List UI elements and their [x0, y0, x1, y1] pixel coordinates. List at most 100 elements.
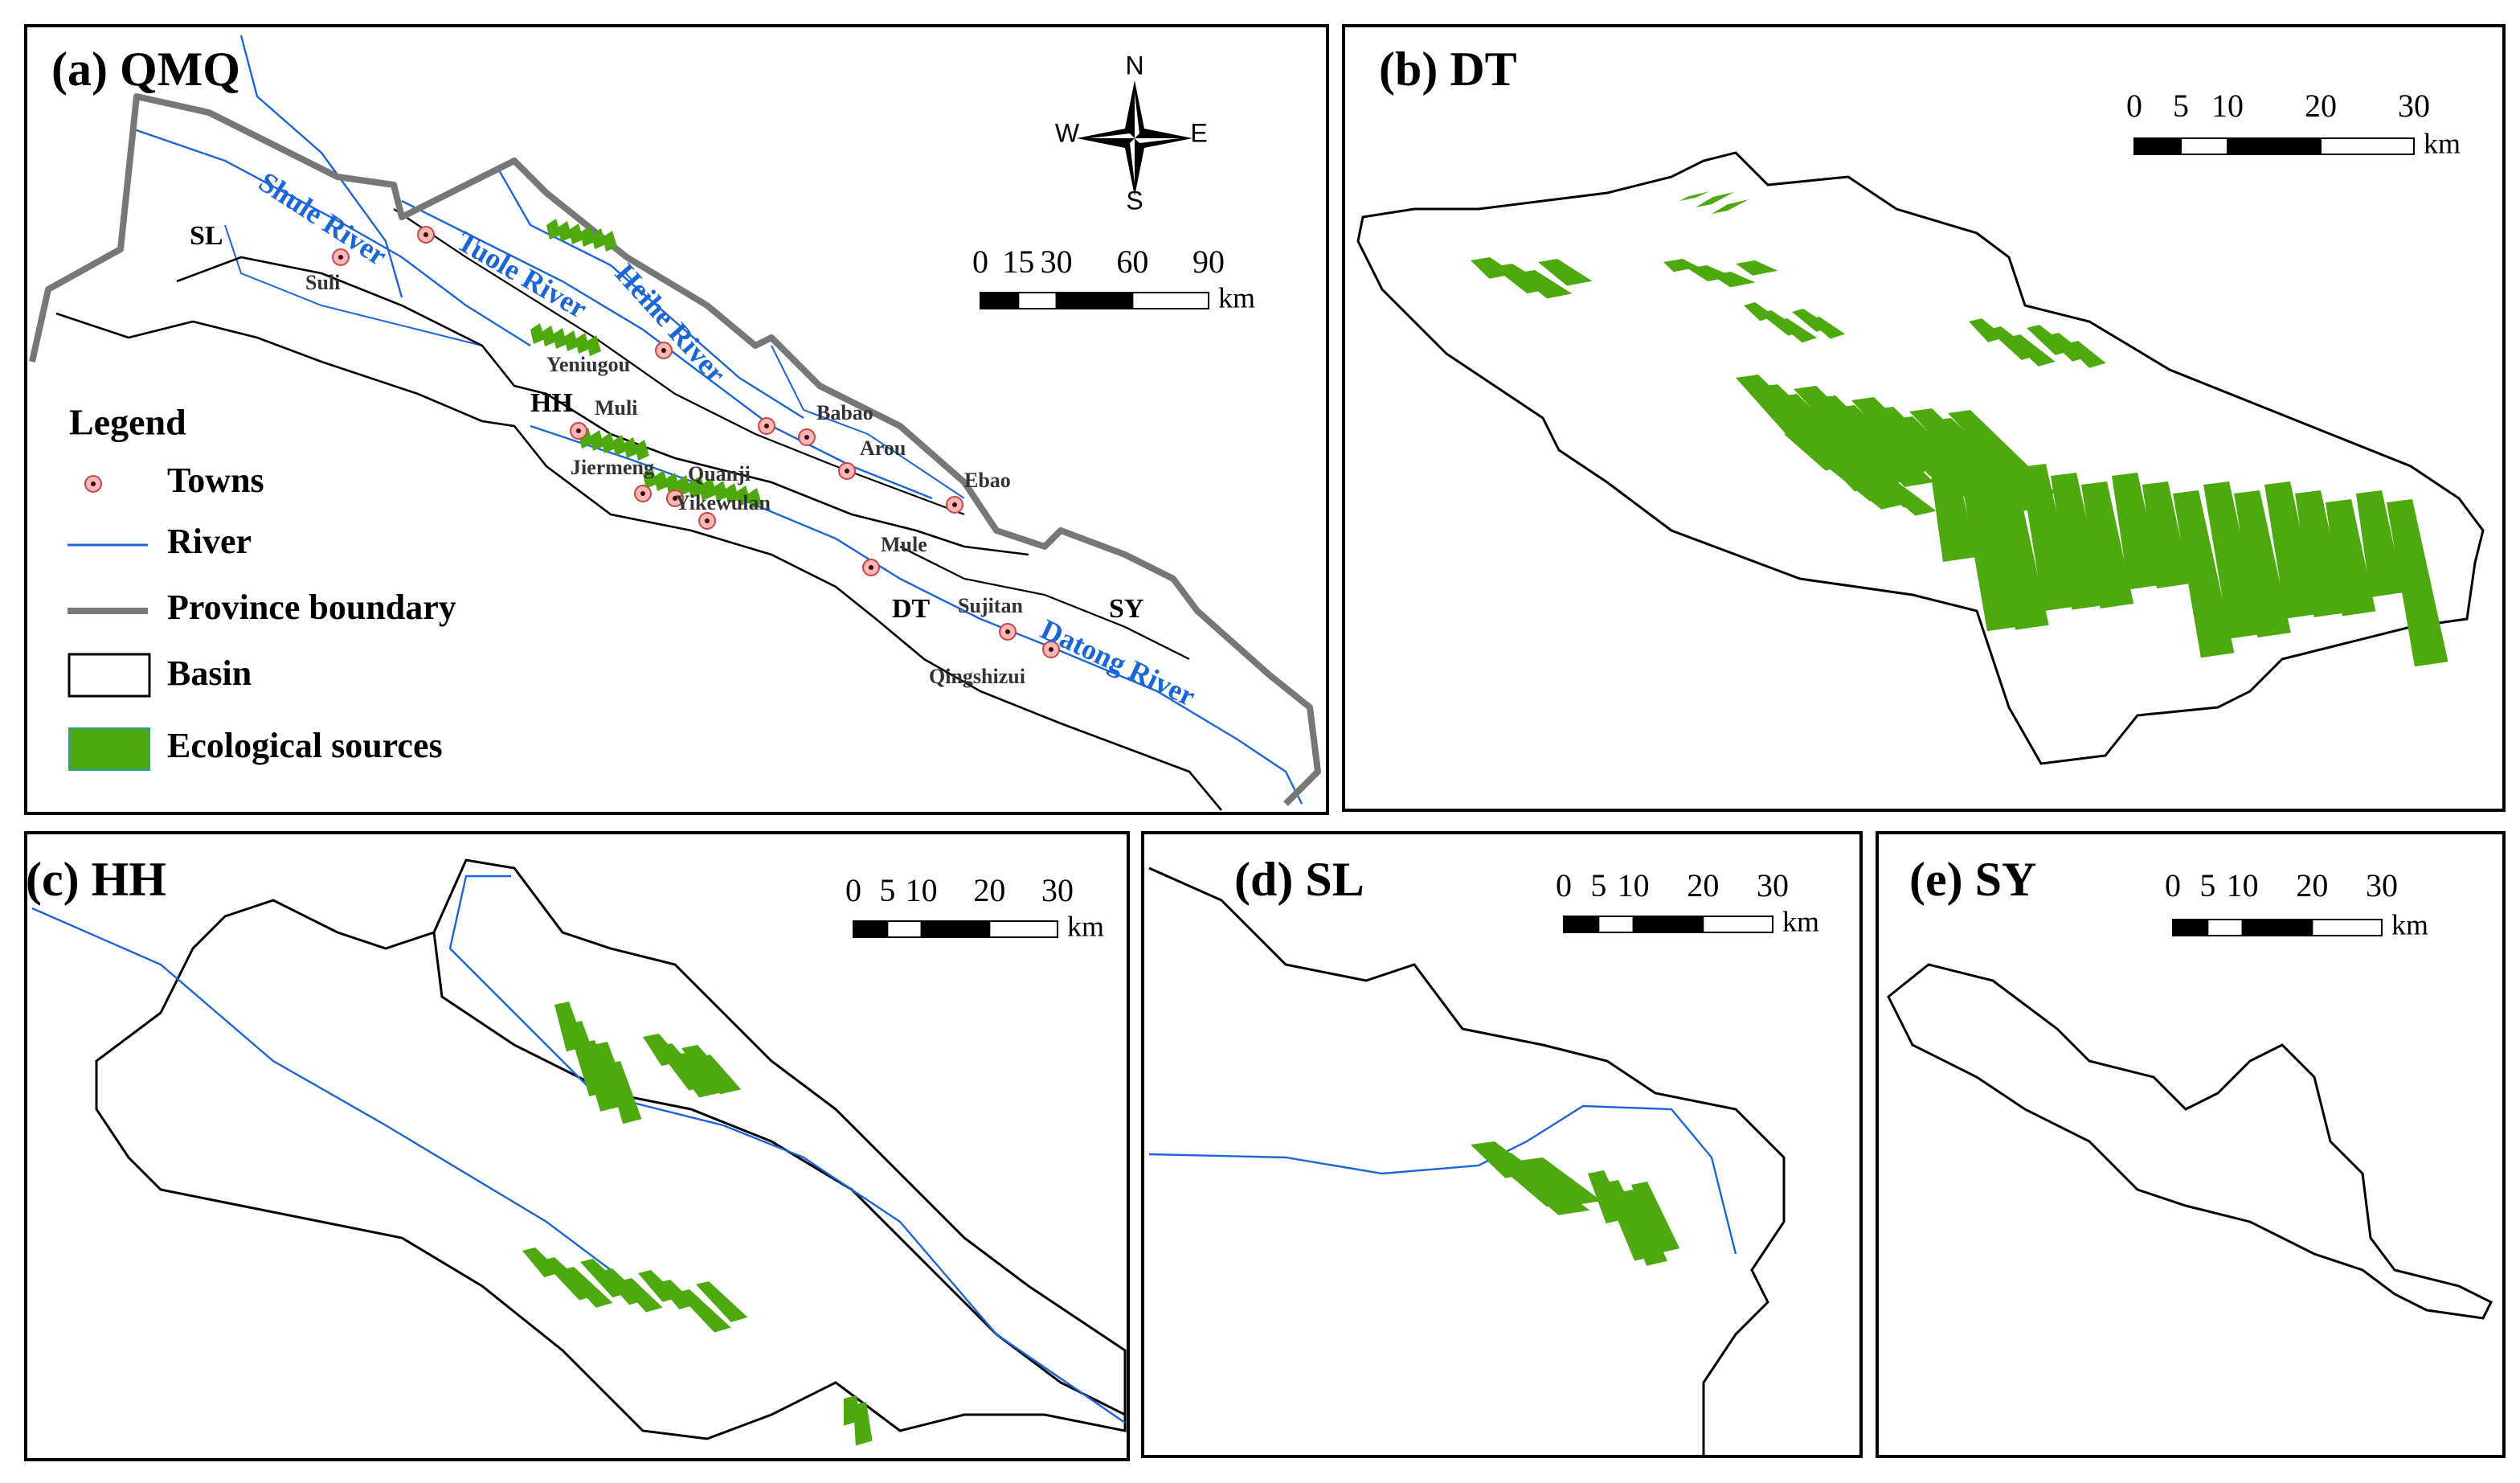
town-label: Ebao — [964, 469, 1011, 492]
region-label: SL — [190, 221, 223, 251]
town-label: Arou — [860, 436, 906, 460]
river — [239, 35, 403, 298]
ecological-source — [2295, 490, 2348, 618]
town-label: Qingshizui — [929, 665, 1025, 688]
ecological-source — [1712, 272, 1756, 288]
ecological-source — [1516, 270, 1573, 299]
ecological-source — [1631, 1182, 1680, 1254]
scale-label: 20 — [973, 872, 1005, 908]
ecological-source — [669, 1053, 721, 1098]
scale-label: 60 — [1116, 244, 1148, 280]
province-boundary — [29, 93, 1321, 806]
ecological-source — [714, 481, 728, 502]
compass-label: N — [1125, 51, 1143, 80]
legend-symbol — [91, 481, 96, 486]
town-marker — [1005, 629, 1010, 634]
ecological-source — [2065, 341, 2106, 368]
scale-segment — [2207, 919, 2244, 936]
legend-symbol — [68, 727, 150, 771]
legend-title: Legend — [69, 402, 186, 443]
ecological-source — [564, 330, 579, 351]
ecological-source — [590, 430, 604, 451]
ecological-source — [619, 1278, 663, 1313]
ecological-source — [601, 432, 616, 453]
ecological-source — [677, 475, 691, 496]
legend-label: Ecological sources — [167, 726, 443, 765]
scale-label: 20 — [1687, 867, 1719, 903]
basin — [95, 858, 1127, 1440]
scale-label: 5 — [1590, 867, 1606, 903]
scale-label: 90 — [1192, 244, 1225, 280]
river — [497, 168, 804, 420]
ecological-source — [1832, 405, 1934, 487]
ecological-source — [530, 323, 545, 344]
ecological-source — [591, 228, 606, 249]
scale-label: 0 — [1556, 867, 1572, 903]
scale-segment — [2133, 137, 2182, 155]
scale-label: 0 — [2126, 88, 2142, 124]
town-label: Yikewulan — [675, 491, 771, 514]
river — [31, 907, 612, 1271]
town-marker — [423, 232, 428, 237]
panel-frame — [24, 24, 1329, 815]
panel-frame — [1876, 831, 2506, 1458]
ecological-source — [2234, 490, 2291, 638]
scale-unit: km — [2424, 127, 2461, 159]
ecological-source — [635, 440, 649, 461]
ecological-source — [558, 221, 572, 242]
ecological-source — [612, 435, 627, 456]
scale-unit: km — [1067, 910, 1104, 942]
town-marker — [869, 565, 873, 570]
scale-segment — [886, 920, 922, 938]
ecological-source — [1736, 260, 1778, 276]
ecological-source — [2173, 490, 2235, 658]
scale-segment — [1131, 292, 1210, 309]
river — [224, 224, 483, 346]
ecological-source — [665, 473, 680, 494]
ecological-source — [1929, 455, 1977, 562]
town-marker — [804, 435, 809, 440]
ecological-source — [2081, 481, 2134, 609]
ecological-source — [736, 485, 751, 506]
panel-title: (b) DT — [1379, 43, 1517, 96]
town-marker — [673, 496, 677, 501]
town-label: Jiermeng — [571, 456, 654, 479]
ecological-source — [2356, 490, 2404, 597]
town-label: Yeniugou — [546, 353, 630, 376]
scale-label: 30 — [2398, 88, 2430, 124]
scale-unit: km — [2391, 908, 2428, 940]
ecological-source — [575, 333, 590, 354]
river — [401, 199, 933, 500]
scale-label: 30 — [1041, 872, 1074, 908]
ecological-source — [1696, 191, 1734, 207]
town-label: Sujitan — [958, 594, 1023, 617]
river — [448, 875, 1126, 1424]
scale-label: 10 — [1618, 867, 1650, 903]
scale-label: 0 — [972, 244, 988, 280]
town-marker — [845, 469, 849, 473]
town-marker — [640, 491, 645, 496]
compass-label: E — [1190, 118, 1207, 147]
ecological-source — [1816, 453, 1903, 510]
town-label: Suli — [305, 271, 340, 294]
scale-label: 0 — [845, 872, 861, 908]
ecological-source — [853, 1402, 873, 1446]
town-marker — [576, 428, 581, 433]
ecological-source — [2007, 334, 2056, 367]
scale-segment — [1702, 916, 1773, 933]
scale-label: 30 — [1041, 244, 1073, 280]
scale-segment — [2227, 137, 2322, 155]
town-marker — [705, 518, 710, 523]
ecological-source — [561, 1267, 613, 1308]
scale-segment — [853, 920, 889, 938]
scale-label: 10 — [2211, 88, 2244, 124]
panel-frame — [1342, 24, 2506, 812]
ecological-source — [696, 1281, 748, 1322]
scale-label: 10 — [2227, 867, 2259, 903]
ecological-source — [1776, 318, 1818, 343]
scale-segment — [920, 920, 991, 938]
ecological-source — [691, 476, 706, 497]
compass — [1135, 93, 1139, 138]
town-marker — [1049, 647, 1053, 652]
legend-label: Province boundary — [167, 588, 456, 627]
